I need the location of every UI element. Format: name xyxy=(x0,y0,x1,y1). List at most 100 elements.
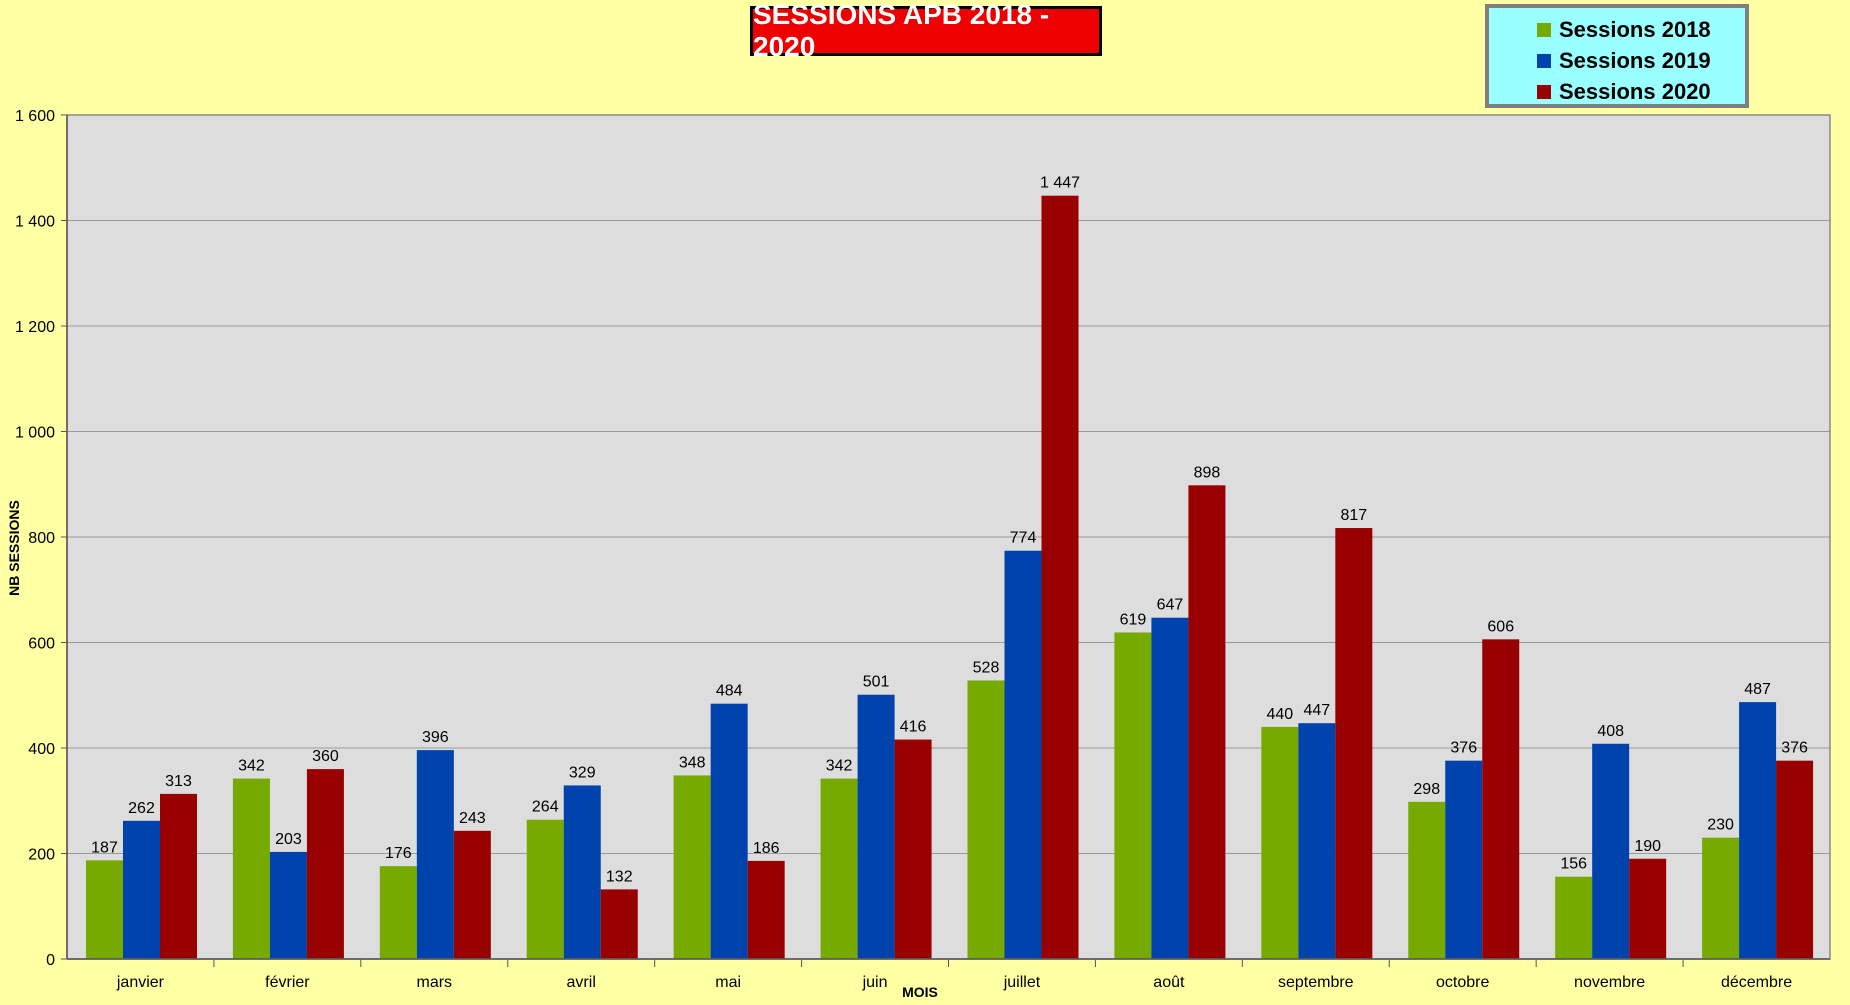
data-label: 262 xyxy=(128,800,155,817)
y-tick-label: 0 xyxy=(46,952,55,969)
data-label: 230 xyxy=(1707,817,1734,834)
bar xyxy=(1408,801,1446,959)
y-tick-label: 600 xyxy=(28,636,55,653)
data-label: 817 xyxy=(1340,507,1367,524)
bar xyxy=(747,860,785,959)
bar xyxy=(1298,723,1336,959)
legend-label-2020: Sessions 2020 xyxy=(1559,78,1711,104)
y-tick-label: 1 400 xyxy=(15,214,55,231)
data-label: 132 xyxy=(606,868,633,885)
bar xyxy=(1739,702,1777,959)
bar xyxy=(86,860,123,959)
data-label: 487 xyxy=(1744,681,1771,698)
data-label: 329 xyxy=(569,764,596,781)
bar xyxy=(1335,528,1373,959)
data-label: 1 447 xyxy=(1040,175,1080,192)
legend-item-2020: Sessions 2020 xyxy=(1537,76,1745,107)
bar xyxy=(600,889,638,959)
bar xyxy=(1629,858,1667,959)
chart-title: SESSIONS APB 2018 - 2020 xyxy=(750,0,1102,62)
data-label: 440 xyxy=(1266,706,1293,723)
x-tick-label: juin xyxy=(862,974,888,991)
bar xyxy=(1114,632,1152,959)
y-tick-label: 1 600 xyxy=(15,108,55,125)
legend-swatch-2018 xyxy=(1537,22,1551,37)
bar xyxy=(269,851,307,959)
x-tick-label: septembre xyxy=(1278,974,1354,991)
y-axis-label: NB SESSIONS xyxy=(6,500,22,596)
data-label: 606 xyxy=(1487,618,1514,635)
axes xyxy=(66,114,1831,960)
x-axis-ticks: janvier février mars avril mai juin juillet aoû… xyxy=(116,959,1792,991)
data-label: 376 xyxy=(1450,740,1477,757)
legend-swatch-2020 xyxy=(1537,84,1551,99)
bar xyxy=(1041,195,1079,959)
x-tick-label: août xyxy=(1153,974,1185,991)
bar xyxy=(820,778,858,959)
bar xyxy=(1776,760,1814,959)
data-label: 203 xyxy=(275,831,302,848)
x-tick-label: janvier xyxy=(116,974,165,991)
y-tick-label: 400 xyxy=(28,741,55,758)
data-label: 190 xyxy=(1634,838,1661,855)
data-label: 156 xyxy=(1560,856,1587,873)
legend-item-2019: Sessions 2019 xyxy=(1537,45,1745,76)
y-axis-ticks: 0 200 400 600 800 1 000 1 200 1 400 1 600 xyxy=(15,108,67,969)
bar xyxy=(1702,837,1740,959)
data-label: 484 xyxy=(716,683,743,700)
data-label: 528 xyxy=(973,659,1000,676)
bar xyxy=(416,750,454,959)
data-label: 264 xyxy=(532,799,559,816)
legend-swatch-2019 xyxy=(1537,53,1551,68)
bar xyxy=(379,866,417,959)
data-label: 187 xyxy=(91,839,118,856)
x-axis-label: MOIS xyxy=(902,984,938,1000)
x-tick-label: décembre xyxy=(1721,974,1792,991)
bar xyxy=(1188,485,1226,959)
data-label: 647 xyxy=(1157,597,1184,614)
x-tick-label: octobre xyxy=(1436,974,1489,991)
data-label: 348 xyxy=(679,754,706,771)
bar xyxy=(453,830,491,959)
bar xyxy=(1482,639,1520,959)
bar xyxy=(563,785,601,959)
x-tick-label: mai xyxy=(715,974,741,991)
bar xyxy=(857,694,895,959)
bar xyxy=(306,769,344,959)
data-label: 501 xyxy=(863,674,890,691)
bar xyxy=(1592,743,1630,959)
bars: 187 262 313 342 203 360 176 396 243 264 329 132 348 4… xyxy=(86,175,1814,959)
data-label: 342 xyxy=(826,758,853,775)
x-tick-label: novembre xyxy=(1574,974,1645,991)
data-label: 774 xyxy=(1010,530,1037,547)
bar xyxy=(1151,617,1189,959)
data-label: 186 xyxy=(753,840,780,857)
data-label: 408 xyxy=(1597,723,1624,740)
data-label: 898 xyxy=(1194,464,1221,481)
data-label: 416 xyxy=(900,719,927,736)
data-label: 396 xyxy=(422,729,449,746)
legend-item-2018: Sessions 2018 xyxy=(1537,14,1745,45)
bar xyxy=(526,819,564,959)
data-label: 447 xyxy=(1303,702,1330,719)
bar xyxy=(1004,550,1042,959)
legend: Sessions 2018 Sessions 2019 Sessions 202… xyxy=(1485,4,1749,108)
y-tick-label: 800 xyxy=(28,530,55,547)
y-tick-label: 1 000 xyxy=(15,425,55,442)
data-label: 243 xyxy=(459,810,486,827)
x-tick-label: mars xyxy=(417,974,453,991)
bar xyxy=(894,739,932,959)
x-tick-label: février xyxy=(265,974,310,991)
data-label: 176 xyxy=(385,845,412,862)
data-label: 376 xyxy=(1781,740,1808,757)
x-tick-label: avril xyxy=(567,974,596,991)
bar xyxy=(160,793,197,959)
data-label: 619 xyxy=(1120,611,1147,628)
bar xyxy=(710,703,748,959)
legend-label-2019: Sessions 2019 xyxy=(1559,47,1711,73)
data-label: 298 xyxy=(1413,781,1440,798)
y-tick-label: 1 200 xyxy=(15,319,55,336)
data-label: 313 xyxy=(165,773,192,790)
y-tick-label: 200 xyxy=(28,847,55,864)
